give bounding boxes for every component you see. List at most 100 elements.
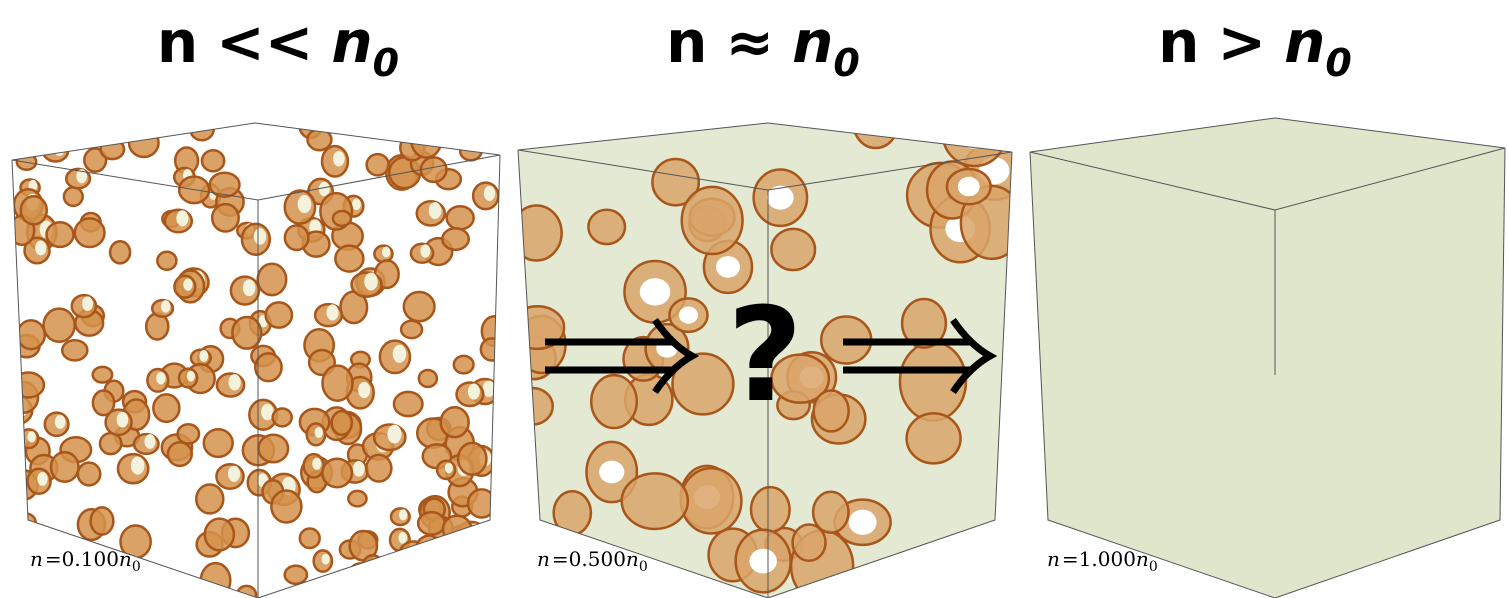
blobs: [1, 107, 507, 598]
blob-cap: [336, 580, 345, 593]
blob-cap: [393, 345, 407, 363]
blob: [813, 492, 848, 533]
blob: [322, 366, 352, 401]
blob: [458, 443, 486, 475]
blob: [554, 491, 591, 534]
caption-lhs: n: [537, 547, 550, 571]
heading-op: <<: [216, 8, 313, 76]
blob-cap: [484, 186, 495, 201]
blob: [681, 468, 742, 533]
blob: [890, 564, 944, 598]
blob: [44, 309, 75, 342]
blob: [639, 572, 678, 598]
blob-cap: [131, 457, 145, 475]
blob: [21, 196, 47, 224]
blob: [481, 338, 503, 360]
blob: [993, 576, 1032, 598]
blob: [273, 408, 292, 426]
blob-cap: [243, 279, 256, 296]
blob-cap: [35, 240, 46, 255]
blob: [328, 580, 349, 597]
heading-rhs: n: [1284, 8, 1325, 76]
blob: [771, 229, 815, 270]
blob-cap: [428, 539, 441, 556]
blob-cap: [187, 371, 195, 382]
heading-sub: 0: [833, 41, 859, 85]
blob: [78, 463, 100, 486]
blob: [447, 206, 474, 229]
blob: [93, 367, 112, 383]
blob: [157, 252, 176, 270]
blob: [2, 116, 26, 136]
blob: [682, 187, 743, 254]
blob: [75, 218, 105, 247]
blob: [348, 491, 366, 506]
caption: n=1.000n0: [1047, 547, 1158, 575]
caption-value: 0.500: [569, 547, 626, 571]
blob: [438, 558, 462, 586]
blob-cap: [460, 116, 469, 128]
blob-cap: [199, 350, 208, 362]
blob-cap: [405, 112, 418, 129]
blob: [394, 392, 423, 416]
blob-cap: [352, 198, 361, 210]
caption-sub: 0: [1149, 559, 1158, 575]
hole: [849, 510, 877, 535]
blob: [153, 394, 179, 421]
hole: [679, 307, 698, 324]
blob: [100, 433, 121, 454]
blob-cap: [326, 304, 338, 320]
blob-cap: [176, 210, 188, 226]
blob: [348, 563, 374, 590]
hole: [959, 120, 990, 148]
hole: [958, 177, 980, 197]
blob: [622, 473, 688, 529]
blob-cap: [117, 412, 129, 428]
caption-relation: =: [45, 547, 62, 571]
blob-cap: [387, 425, 401, 444]
blob: [451, 114, 471, 133]
blob: [202, 150, 224, 171]
blob-cap: [364, 273, 377, 291]
blob: [333, 211, 351, 226]
caption-lhs: n: [1047, 547, 1060, 571]
blob: [190, 117, 214, 140]
heading-lhs: n: [666, 8, 707, 76]
blob: [511, 205, 561, 260]
question-mark: ?: [727, 279, 802, 431]
blob-cap: [183, 278, 192, 290]
blob-cap: [82, 296, 93, 311]
blob-cap: [144, 434, 155, 449]
blob: [454, 356, 474, 373]
blob: [442, 228, 468, 250]
caption-sub: 0: [639, 559, 648, 575]
blob-cap: [27, 431, 36, 442]
blob: [51, 452, 79, 482]
blob-cap: [370, 565, 383, 582]
caption-rhs: n: [119, 547, 132, 571]
blob-cap: [37, 472, 47, 486]
blob: [377, 568, 396, 585]
caption-relation: =: [1062, 547, 1079, 571]
blob: [332, 411, 352, 435]
blob-cap: [321, 554, 329, 565]
heading-lhs: n: [1158, 8, 1199, 76]
blob-cap: [254, 228, 267, 245]
blob-cap: [315, 427, 323, 438]
blob-cap: [382, 247, 390, 258]
blob: [404, 292, 435, 321]
blob: [322, 459, 352, 487]
caption-value: 0.100: [62, 547, 119, 571]
blob: [285, 566, 307, 584]
blob: [900, 342, 966, 421]
blob: [16, 514, 36, 532]
caption-relation: =: [552, 547, 569, 571]
heading-rhs: n: [792, 8, 833, 76]
blob: [358, 564, 387, 590]
blob: [814, 391, 849, 432]
blob: [411, 124, 441, 158]
blob: [1, 551, 23, 570]
blob: [7, 584, 28, 598]
blob-cap: [468, 384, 480, 400]
heading-sub: 0: [1325, 41, 1351, 85]
